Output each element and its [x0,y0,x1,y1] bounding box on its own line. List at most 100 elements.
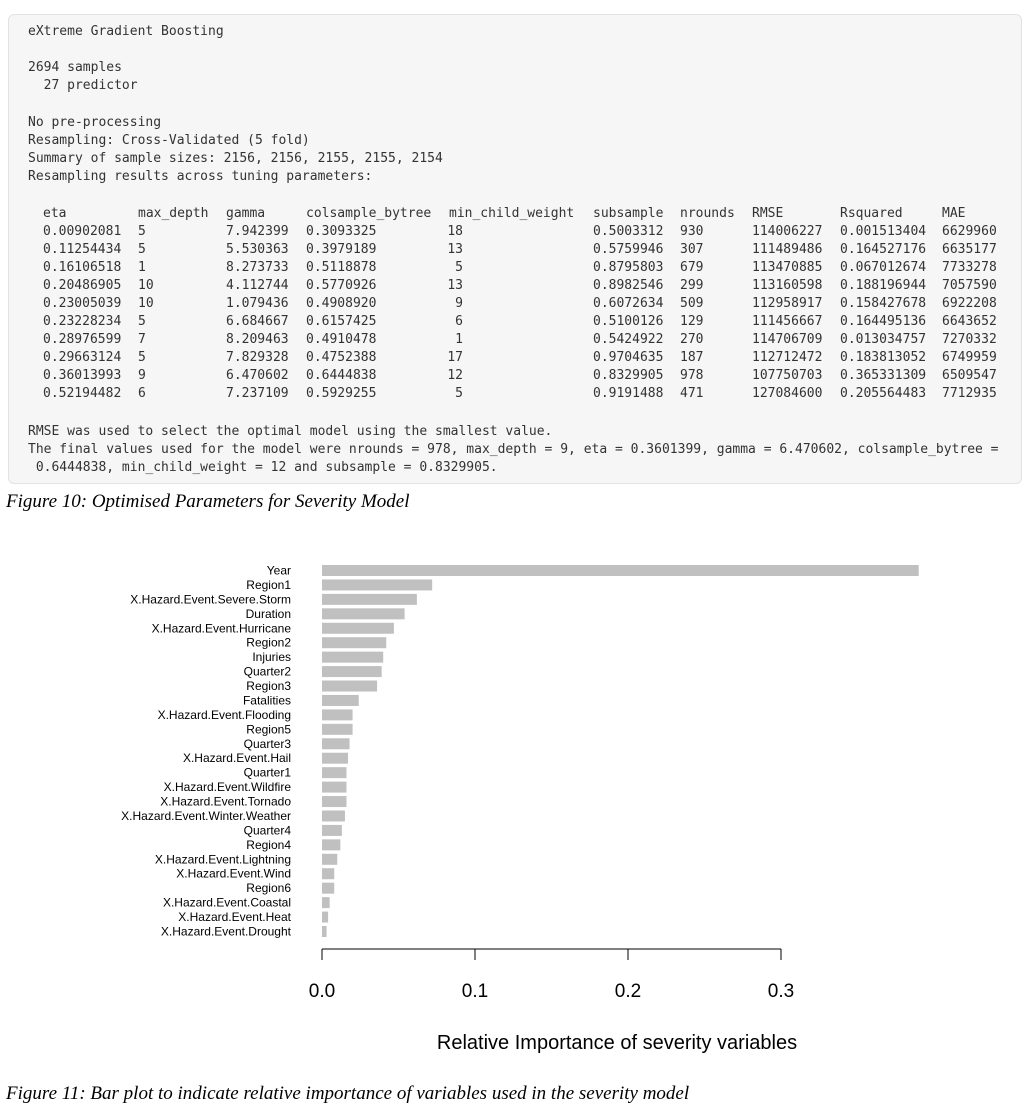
table-cell: 679 [680,260,704,275]
table-cell: 129 [680,314,704,329]
bar [322,651,384,663]
bar-label: Region2 [246,636,291,650]
column-header: subsample [593,206,664,221]
bar [322,579,433,591]
model-name: eXtreme Gradient Boosting [28,24,224,39]
bar [322,738,350,750]
table-cell: 6.684667 [226,314,289,329]
table-cell: 7270332 [942,332,997,347]
column-header: nrounds [680,206,735,221]
bar-label: X.Hazard.Event.Coastal [163,896,291,910]
predictor-count: 27 predictor [28,78,138,93]
table-cell: 270 [680,332,704,347]
column-header: gamma [226,206,266,221]
table-cell: 6629960 [942,224,997,239]
table-cell: 0.4752388 [306,350,377,365]
table-cell: 0.8329905 [593,368,664,383]
table-cell: 8.273733 [226,260,289,275]
bar-label: X.Hazard.Event.Wildfire [164,780,292,794]
table-cell: 0.5100126 [593,314,664,329]
table-cell: 5 [138,224,146,239]
table-cell: 0.00902081 [43,224,122,239]
table-cell: 0.36013993 [43,368,122,383]
table-cell: 6 [455,314,463,329]
table-cell: 5 [455,260,463,275]
bar-label: X.Hazard.Event.Hail [183,751,291,765]
table-cell: 113160598 [752,278,823,293]
bar [322,839,341,851]
table-cell: 12 [447,368,463,383]
x-axis-title: Relative Importance of severity variable… [437,1032,797,1054]
figure-10-caption: Figure 10: Optimised Parameters for Seve… [6,491,410,512]
table-cell: 0.4908920 [306,296,377,311]
bar-label: X.Hazard.Event.Drought [161,925,292,939]
table-cell: 5 [138,350,146,365]
table-cell: 9 [455,296,463,311]
table-cell: 6 [138,386,146,401]
bar-label: Region3 [246,679,291,693]
table-cell: 0.23005039 [43,296,122,311]
bar [322,666,382,678]
table-cell: 0.5118878 [306,260,377,275]
bar [322,897,330,909]
column-header: eta [43,206,67,221]
bar-label: X.Hazard.Event.Wind [176,867,291,881]
table-cell: 0.8982546 [593,278,664,293]
table-cell: 5.530363 [226,242,289,257]
bar [322,810,345,822]
table-cell: 5 [138,314,146,329]
table-cell: 5 [138,242,146,257]
table-cell: 0.5003312 [593,224,664,239]
table-cell: 4.112744 [226,278,289,293]
x-tick-label: 0.2 [615,981,641,1002]
bar-label: Quarter3 [244,737,292,751]
bar-label: X.Hazard.Event.Severe.Storm [130,592,291,606]
table-cell: 7.829328 [226,350,289,365]
bar-label: X.Hazard.Event.Lightning [155,852,291,866]
table-cell: 0.5424922 [593,332,664,347]
table-cell: 930 [680,224,704,239]
bar [322,723,353,735]
table-cell: 0.067012674 [840,260,927,275]
bar-label: Quarter2 [244,665,292,679]
table-cell: 307 [680,242,704,257]
table-cell: 0.29663124 [43,350,122,365]
table-cell: 6643652 [942,314,997,329]
sample-count: 2694 samples [28,60,122,75]
sample-sizes: Summary of sample sizes: 2156, 2156, 215… [28,151,443,166]
bar [322,767,347,779]
table-cell: 7 [138,332,146,347]
table-cell: 0.013034757 [840,332,927,347]
table-cell: 1 [138,260,146,275]
table-cell: 13 [447,278,463,293]
x-tick-label: 0.3 [768,981,794,1002]
bar-label: Region4 [246,838,291,852]
table-cell: 0.5770926 [306,278,377,293]
bar-label: X.Hazard.Event.Heat [178,910,291,924]
table-cell: 0.3093325 [306,224,377,239]
table-cell: 107750703 [752,368,823,383]
column-header: Rsquared [840,206,903,221]
column-header: RMSE [752,206,784,221]
bar [322,796,347,808]
variable-importance-chart: YearRegion1X.Hazard.Event.Severe.StormDu… [121,564,919,1054]
table-cell: 0.3979189 [306,242,377,257]
final-values-line-2: 0.6444838, min_child_weight = 12 and sub… [28,460,498,475]
x-tick-label: 0.0 [309,981,335,1002]
table-cell: 0.28976599 [43,332,122,347]
table-cell: 7.942399 [226,224,289,239]
bar-label: X.Hazard.Event.Winter.Weather [121,809,291,823]
bar [322,853,338,865]
table-cell: 17 [447,350,463,365]
bar [322,709,353,721]
table-cell: 0.9191488 [593,386,664,401]
table-cell: 0.205564483 [840,386,927,401]
table-cell: 0.6157425 [306,314,377,329]
bar [322,622,394,634]
bar [322,608,405,620]
table-cell: 299 [680,278,704,293]
table-cell: 5 [455,386,463,401]
table-cell: 0.20486905 [43,278,122,293]
table-cell: 6509547 [942,368,997,383]
bar [322,694,359,706]
